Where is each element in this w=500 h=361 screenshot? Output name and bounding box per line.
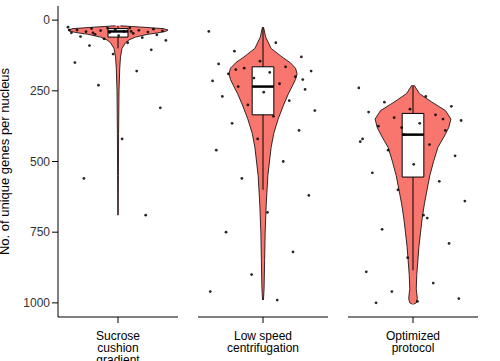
svg-text:Low speedcentrifugation: Low speedcentrifugation [227,329,299,355]
svg-text:750: 750 [30,225,50,239]
svg-text:Sucrosecushiongradient: Sucrosecushiongradient [96,329,140,361]
svg-text:Optimizedprotocol: Optimizedprotocol [386,329,440,355]
svg-text:0: 0 [43,13,50,27]
svg-text:500: 500 [30,155,50,169]
svg-text:250: 250 [30,84,50,98]
svg-text:1000: 1000 [23,296,50,310]
svg-text:No. of unique genes per nucleu: No. of unique genes per nucleus [8,67,12,255]
